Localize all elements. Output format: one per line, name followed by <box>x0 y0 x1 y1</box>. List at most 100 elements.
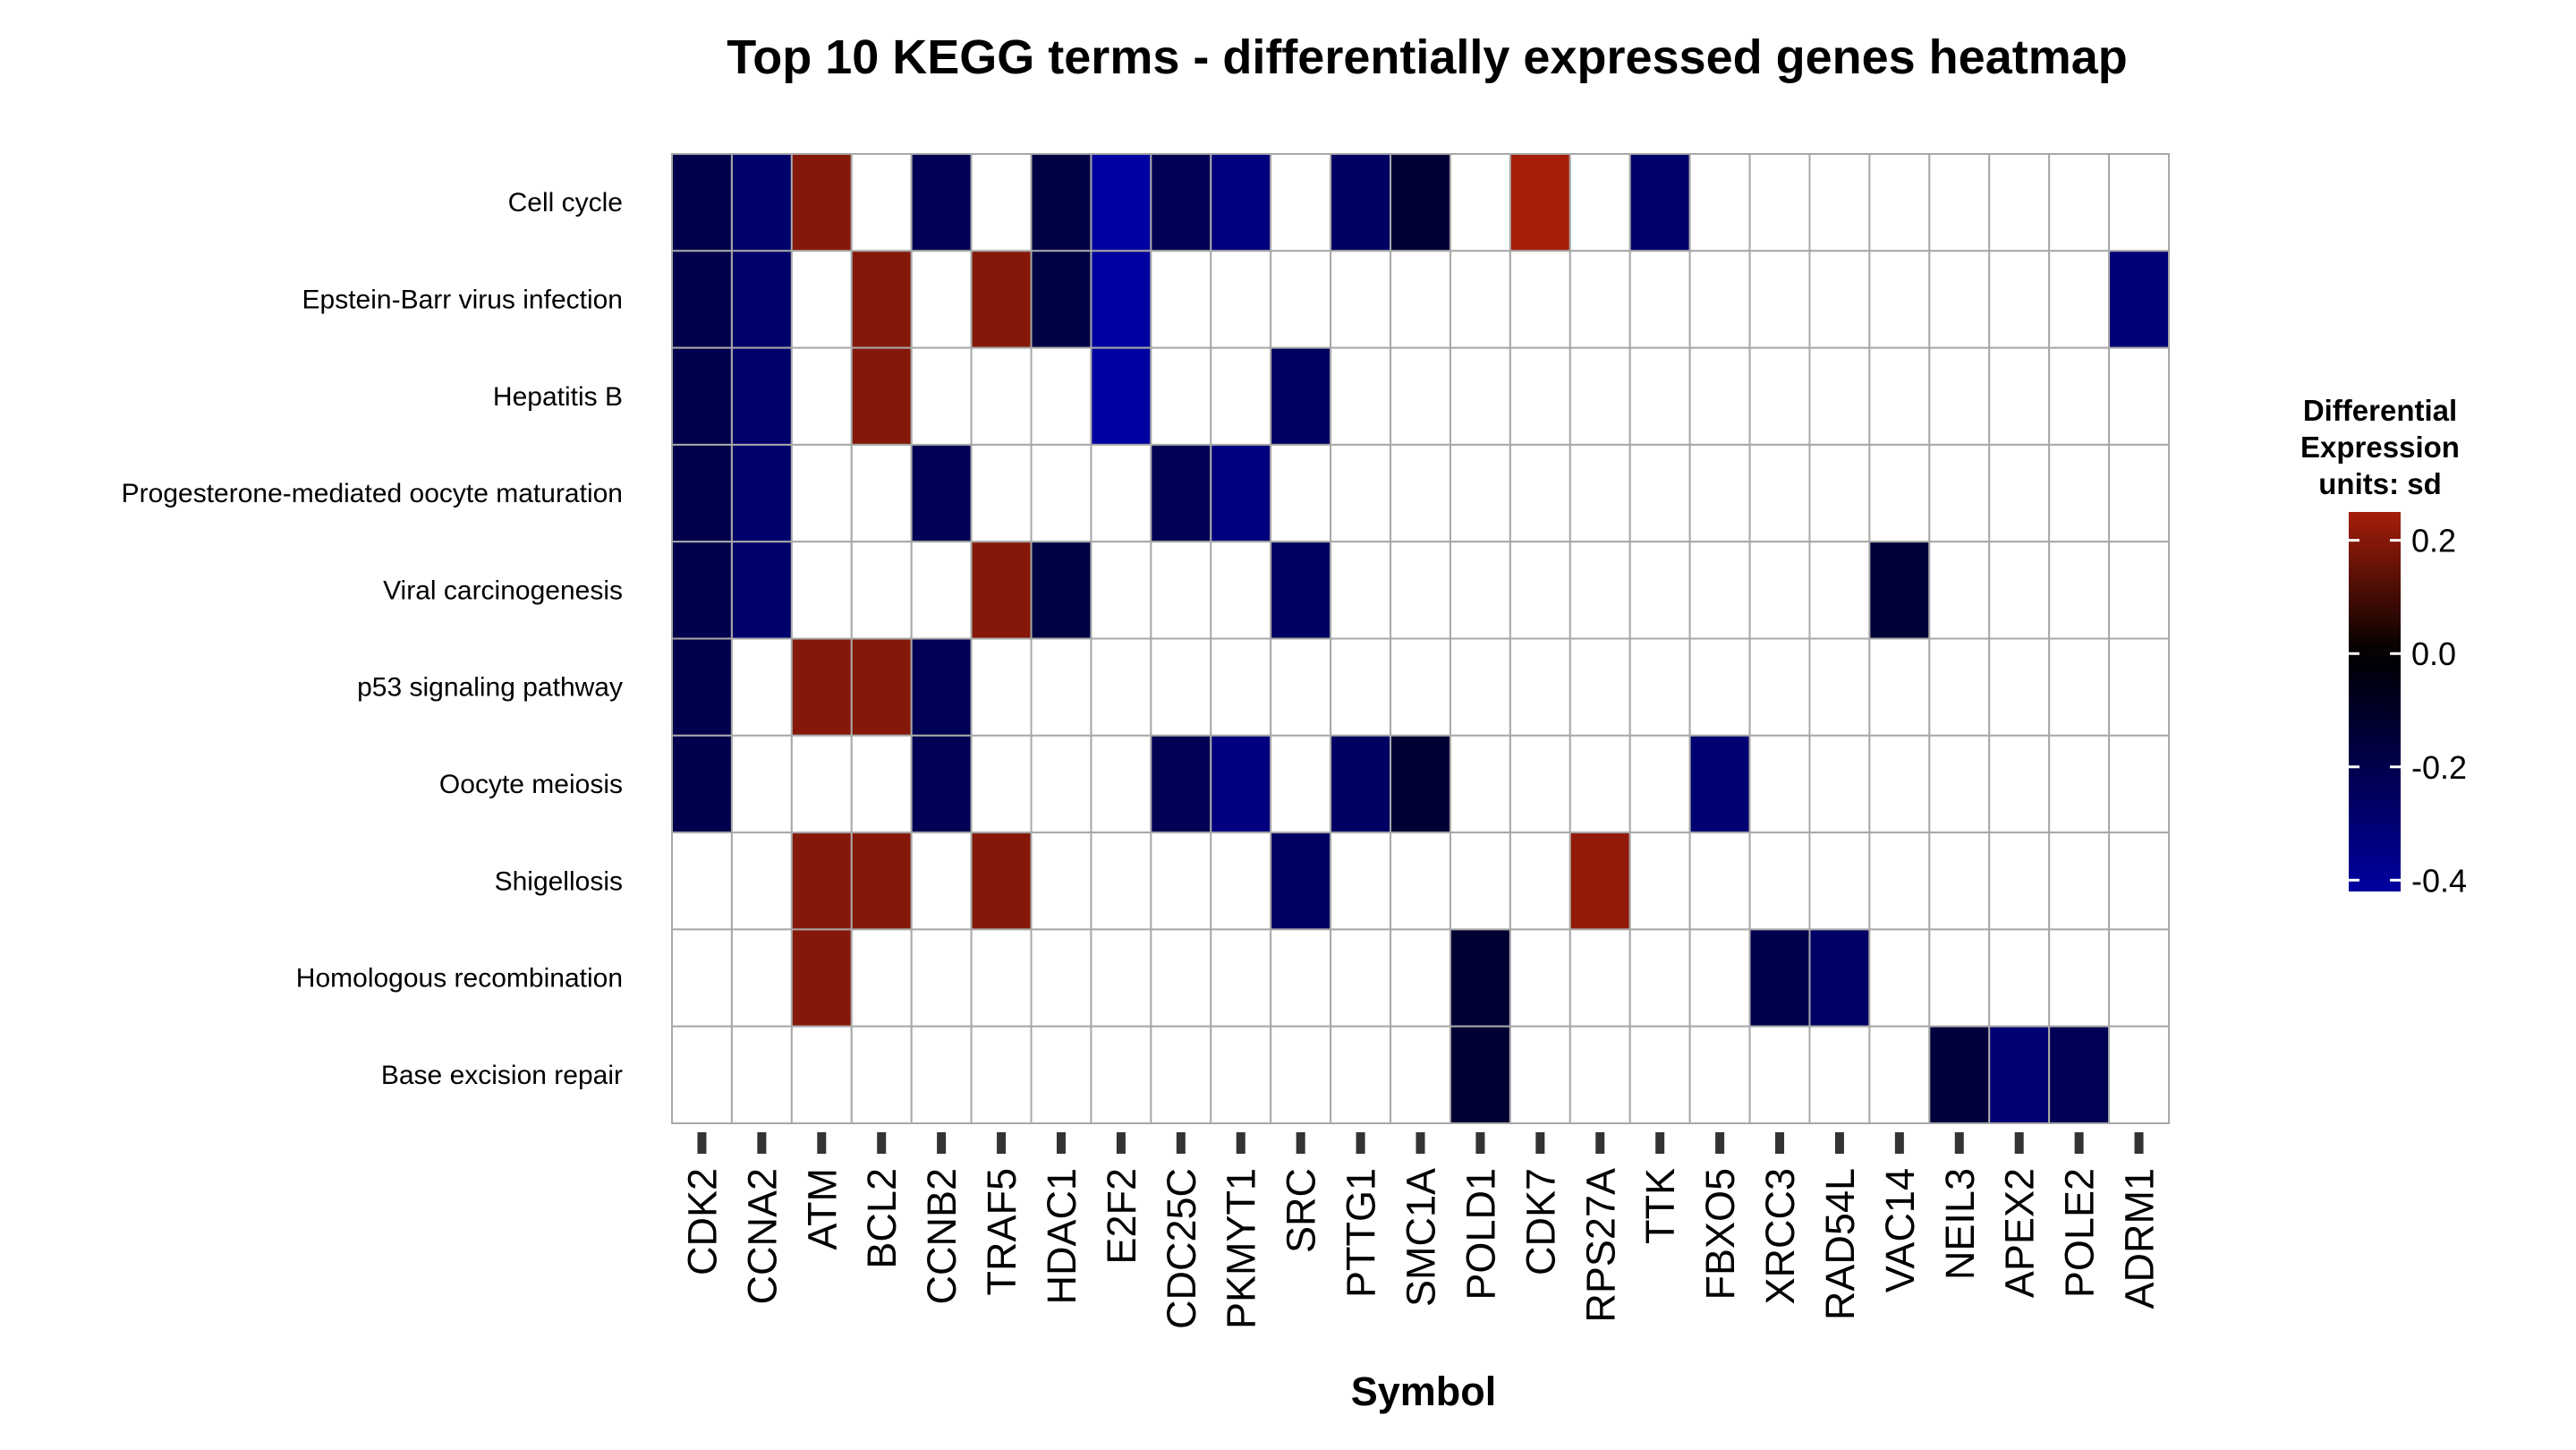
heatmap-cell <box>1449 832 1511 931</box>
heatmap-cell <box>671 928 733 1028</box>
heatmap-cell <box>1808 153 1871 252</box>
heatmap-cell <box>1030 1025 1092 1124</box>
heatmap-cell <box>1868 153 1931 252</box>
x-tick-mark <box>2074 1132 2084 1154</box>
heatmap-cell <box>1090 1025 1152 1124</box>
heatmap-cell <box>1210 637 1272 737</box>
heatmap-cell <box>2048 346 2111 446</box>
heatmap-cell <box>1569 153 1631 252</box>
x-tick-mark <box>997 1132 1007 1154</box>
heatmap-cell <box>671 734 733 834</box>
heatmap-cell <box>1988 928 2051 1028</box>
heatmap-cell <box>1210 734 1272 834</box>
heatmap-cell <box>850 153 913 252</box>
heatmap-cell <box>850 346 913 446</box>
heatmap-cell <box>2048 153 2111 252</box>
heatmap-cell <box>1988 346 2051 446</box>
heatmap-cell <box>1569 250 1631 349</box>
heatmap-cell <box>1628 928 1691 1028</box>
heatmap-cell <box>1988 832 2051 931</box>
heatmap-cell <box>2108 928 2171 1028</box>
heatmap-cell <box>1748 541 1811 640</box>
heatmap-cell <box>1150 637 1212 737</box>
y-tick-label: p53 signaling pathway <box>357 673 623 703</box>
heatmap-cell <box>1030 734 1092 834</box>
heatmap-cell <box>1150 250 1212 349</box>
x-tick-label: CCNB2 <box>919 1168 965 1305</box>
y-tick-label: Base excision repair <box>381 1061 623 1090</box>
heatmap-cell <box>2108 637 2171 737</box>
x-tick-mark <box>877 1132 887 1154</box>
x-tick-label: CDC25C <box>1159 1168 1204 1329</box>
heatmap-cell <box>2048 832 2111 931</box>
legend-tick-label: -0.4 <box>2411 862 2467 899</box>
x-axis-labels: CDK2 CCNA2 ATM BCL2 CCNB2 TRAF5 HDAC1 E2F2 CDC25… <box>679 1168 2162 1329</box>
heatmap-cell <box>790 928 853 1028</box>
heatmap-cell <box>1270 346 1332 446</box>
heatmap-cell <box>730 541 793 640</box>
y-tick-label: Oocyte meiosis <box>439 770 623 799</box>
heatmap-cell <box>1030 250 1092 349</box>
heatmap-cell <box>1988 1025 2051 1124</box>
heatmap-cell <box>1688 541 1751 640</box>
heatmap-cell <box>1150 443 1212 543</box>
heatmap-cell <box>671 832 733 931</box>
heatmap-cell <box>1688 250 1751 349</box>
heatmap-cell <box>2048 443 2111 543</box>
heatmap-cell <box>1928 1025 1991 1124</box>
heatmap-cell <box>1988 637 2051 737</box>
heatmap-cell <box>850 637 913 737</box>
heatmap-cell <box>850 1025 913 1124</box>
heatmap-cell <box>910 541 973 640</box>
heatmap-cell <box>1808 637 1871 737</box>
x-tick-mark <box>1116 1132 1126 1154</box>
heatmap-cell <box>671 1025 733 1124</box>
x-tick-label: CDK7 <box>1518 1168 1563 1275</box>
heatmap-cell <box>1748 153 1811 252</box>
x-tick-mark <box>1894 1132 1904 1154</box>
heatmap-cell <box>850 734 913 834</box>
heatmap-cell <box>1808 1025 1871 1124</box>
heatmap-cell <box>730 1025 793 1124</box>
heatmap-cell <box>2108 346 2171 446</box>
heatmap-cell <box>1449 250 1511 349</box>
heatmap-cell <box>1270 250 1332 349</box>
heatmap-cell <box>1628 832 1691 931</box>
heatmap-cell <box>790 250 853 349</box>
x-tick-mark <box>1236 1132 1245 1154</box>
heatmap-cell <box>910 928 973 1028</box>
heatmap-cell <box>730 346 793 446</box>
y-tick-label: Hepatitis B <box>493 382 623 412</box>
heatmap-cell <box>1569 443 1631 543</box>
heatmap-cell <box>1569 832 1631 931</box>
heatmap-cell <box>1928 250 1991 349</box>
heatmap-cell <box>1928 832 1991 931</box>
x-tick-mark <box>1715 1132 1725 1154</box>
heatmap-cell <box>1868 1025 1931 1124</box>
x-tick-label: POLD1 <box>1458 1168 1503 1301</box>
heatmap-cell <box>1150 928 1212 1028</box>
heatmap-cell <box>970 443 1033 543</box>
chart-title: Top 10 KEGG terms - differentially expre… <box>727 30 2128 84</box>
heatmap-cell <box>1030 541 1092 640</box>
heatmap-cell <box>1030 153 1092 252</box>
heatmap-cell <box>1330 346 1392 446</box>
heatmap-cell <box>1748 443 1811 543</box>
heatmap-cell <box>1808 346 1871 446</box>
heatmap-cell <box>910 153 973 252</box>
heatmap-cell <box>910 250 973 349</box>
heatmap-cell <box>1688 832 1751 931</box>
heatmap-cell <box>790 1025 853 1124</box>
heatmap-cell <box>910 734 973 834</box>
heatmap-cell <box>1928 541 1991 640</box>
heatmap-cell <box>1449 443 1511 543</box>
heatmap-cell <box>790 734 853 834</box>
heatmap-cell <box>1868 928 1931 1028</box>
heatmap-cell <box>1330 734 1392 834</box>
x-tick-mark <box>1176 1132 1186 1154</box>
heatmap-cell <box>850 541 913 640</box>
heatmap-cell <box>1988 443 2051 543</box>
heatmap-cell <box>1390 541 1451 640</box>
heatmap-cell <box>1330 832 1392 931</box>
